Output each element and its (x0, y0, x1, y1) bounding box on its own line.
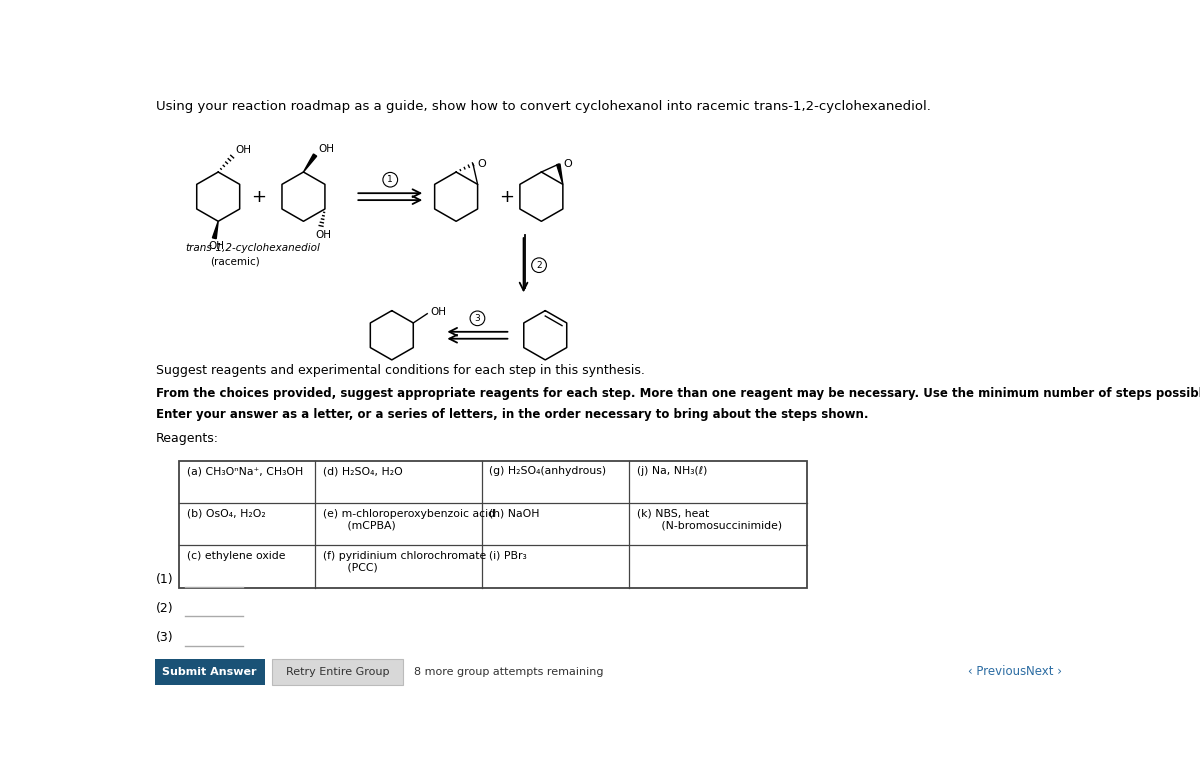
Text: +: + (251, 188, 266, 206)
Text: Reagents:: Reagents: (156, 432, 220, 445)
Text: From the choices provided, suggest appropriate reagents for each step. More than: From the choices provided, suggest appro… (156, 387, 1200, 400)
Text: OH: OH (431, 307, 446, 317)
Text: (i) PBr₃: (i) PBr₃ (490, 551, 527, 561)
FancyBboxPatch shape (155, 659, 265, 685)
Text: O: O (563, 160, 571, 169)
Text: ‹ Previous: ‹ Previous (967, 665, 1026, 679)
Text: O: O (478, 160, 486, 169)
Text: (a) CH₃OⁿNa⁺, CH₃OH: (a) CH₃OⁿNa⁺, CH₃OH (187, 466, 304, 476)
Text: (racemic): (racemic) (210, 257, 260, 266)
Text: (g) H₂SO₄(anhydrous): (g) H₂SO₄(anhydrous) (490, 466, 606, 476)
Text: (b) OsO₄, H₂O₂: (b) OsO₄, H₂O₂ (187, 509, 266, 519)
Text: (3): (3) (156, 631, 174, 644)
Text: +: + (499, 188, 514, 206)
Text: trans-1,2-cyclohexanediol: trans-1,2-cyclohexanediol (186, 243, 320, 253)
FancyBboxPatch shape (272, 659, 403, 685)
Text: Enter your answer as a letter, or a series of letters, in the order necessary to: Enter your answer as a letter, or a seri… (156, 408, 869, 421)
Text: Retry Entire Group: Retry Entire Group (286, 667, 390, 677)
Text: (f) pyridinium chlorochromate
       (PCC): (f) pyridinium chlorochromate (PCC) (323, 551, 486, 573)
Text: OH: OH (318, 143, 334, 153)
Text: 3: 3 (474, 314, 480, 323)
Text: (2): (2) (156, 602, 174, 615)
Text: 8 more group attempts remaining: 8 more group attempts remaining (414, 667, 604, 677)
Text: OH: OH (209, 241, 224, 252)
Text: Suggest reagents and experimental conditions for each step in this synthesis.: Suggest reagents and experimental condit… (156, 364, 646, 377)
Text: (h) NaOH: (h) NaOH (490, 509, 540, 519)
Polygon shape (557, 164, 563, 185)
Text: (1): (1) (156, 573, 174, 586)
Text: Using your reaction roadmap as a guide, show how to convert cyclohexanol into ra: Using your reaction roadmap as a guide, … (156, 100, 931, 114)
FancyBboxPatch shape (180, 460, 808, 588)
Polygon shape (212, 221, 218, 238)
Text: (k) NBS, heat
       (N-bromosuccinimide): (k) NBS, heat (N-bromosuccinimide) (637, 509, 782, 530)
Text: 1: 1 (388, 175, 394, 184)
Polygon shape (304, 154, 317, 172)
Text: (c) ethylene oxide: (c) ethylene oxide (187, 551, 286, 561)
Text: Submit Answer: Submit Answer (162, 667, 257, 677)
Text: OH: OH (316, 230, 331, 240)
Text: (j) Na, NH₃(ℓ): (j) Na, NH₃(ℓ) (637, 466, 707, 476)
Text: 2: 2 (536, 261, 542, 270)
Text: (d) H₂SO₄, H₂O: (d) H₂SO₄, H₂O (323, 466, 402, 476)
Text: OH: OH (235, 145, 251, 155)
Text: Next ›: Next › (1026, 665, 1062, 679)
Text: (e) m-chloroperoxybenzoic acid
       (mCPBA): (e) m-chloroperoxybenzoic acid (mCPBA) (323, 509, 494, 530)
